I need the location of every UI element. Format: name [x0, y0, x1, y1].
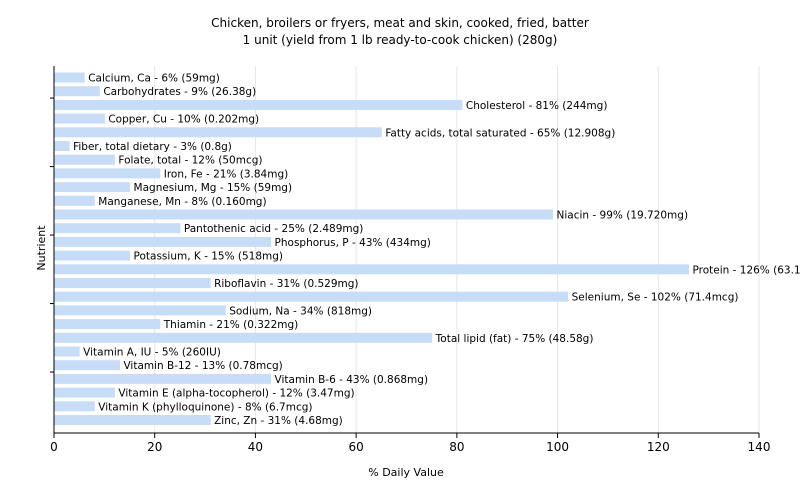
x-tick-label: 80 — [449, 440, 464, 454]
bar-label: Carbohydrates - 9% (26.38g) — [103, 86, 256, 98]
bar-label: Fiber, total dietary - 3% (0.8g) — [73, 141, 232, 153]
bar-label: Manganese, Mn - 8% (0.160mg) — [98, 196, 266, 208]
bar-label: Vitamin B-6 - 43% (0.868mg) — [275, 374, 429, 386]
x-tick-label: 20 — [147, 440, 162, 454]
x-tick-label: 60 — [349, 440, 364, 454]
bar-label: Thiamin - 21% (0.322mg) — [163, 319, 299, 331]
y-axis-label: Nutrient — [35, 225, 48, 271]
bar-label: Fatty acids, total saturated - 65% (12.9… — [385, 127, 615, 139]
bar — [54, 319, 161, 330]
x-tick-label: 140 — [748, 440, 771, 454]
bar-label: Total lipid (fat) - 75% (48.58g) — [435, 333, 594, 345]
bar — [54, 236, 272, 247]
bar-label: Protein - 126% (63.11g) — [693, 264, 800, 276]
bar-label: Phosphorus, P - 43% (434mg) — [275, 237, 431, 249]
bar-label: Folate, total - 12% (50mcg) — [118, 155, 262, 167]
bar-label: Cholesterol - 81% (244mg) — [466, 100, 608, 112]
bar — [54, 168, 161, 179]
bar-label: Vitamin B-12 - 13% (0.78mcg) — [123, 360, 282, 372]
x-tick-label: 120 — [647, 440, 670, 454]
bar-label: Copper, Cu - 10% (0.202mg) — [108, 114, 259, 126]
chart-title: Chicken, broilers or fryers, meat and sk… — [211, 16, 589, 30]
gridlines — [154, 66, 760, 433]
bar — [54, 264, 689, 275]
bar-label: Calcium, Ca - 6% (59mg) — [88, 73, 220, 85]
bar — [54, 278, 211, 288]
x-tick-label: 100 — [546, 440, 569, 454]
bar — [54, 99, 463, 110]
bar — [54, 250, 131, 261]
bar — [54, 154, 115, 165]
bar — [54, 209, 554, 220]
bar — [54, 141, 70, 151]
bar — [54, 305, 226, 316]
bar-label: Vitamin K (phylloquinone) - 8% (6.7mcg) — [98, 401, 312, 413]
bar — [54, 360, 120, 371]
bar — [54, 387, 115, 398]
bar — [54, 373, 272, 384]
bar-label: Vitamin A, IU - 5% (260IU) — [83, 347, 221, 359]
bar — [54, 332, 433, 343]
bar-label: Riboflavin - 31% (0.529mg) — [214, 278, 358, 290]
bar — [54, 72, 85, 83]
bar-label: Potassium, K - 15% (518mg) — [134, 251, 284, 263]
bar-label: Magnesium, Mg - 15% (59mg) — [134, 182, 293, 194]
x-tick-label: 40 — [248, 440, 263, 454]
bar — [54, 113, 105, 124]
bar — [54, 223, 181, 234]
axes: 0 20 40 60 80 100 120 140 — [50, 66, 770, 454]
bar-labels: Calcium, Ca - 6% (59mg)Carbohydrates - 9… — [73, 73, 800, 428]
bar — [54, 415, 211, 425]
bar — [54, 401, 95, 412]
bar-label: Vitamin E (alpha-tocopherol) - 12% (3.47… — [118, 388, 354, 400]
chart-subtitle: 1 unit (yield from 1 lb ready-to-cook ch… — [242, 33, 558, 47]
bar-label: Selenium, Se - 102% (71.4mcg) — [572, 292, 739, 304]
x-tick-label: 0 — [50, 440, 58, 454]
bar — [54, 182, 131, 193]
bar — [54, 291, 569, 302]
x-axis-label: % Daily Value — [368, 466, 444, 479]
bars — [54, 72, 689, 425]
bar — [54, 195, 95, 206]
bar — [54, 86, 100, 97]
bar-label: Zinc, Zn - 31% (4.68mg) — [214, 415, 343, 427]
bar — [54, 127, 382, 138]
bar-label: Pantothenic acid - 25% (2.489mg) — [184, 223, 363, 235]
bar — [54, 346, 80, 357]
bar-label: Sodium, Na - 34% (818mg) — [229, 305, 372, 317]
bar-label: Iron, Fe - 21% (3.84mg) — [164, 168, 288, 180]
bar-label: Niacin - 99% (19.720mg) — [557, 210, 689, 222]
